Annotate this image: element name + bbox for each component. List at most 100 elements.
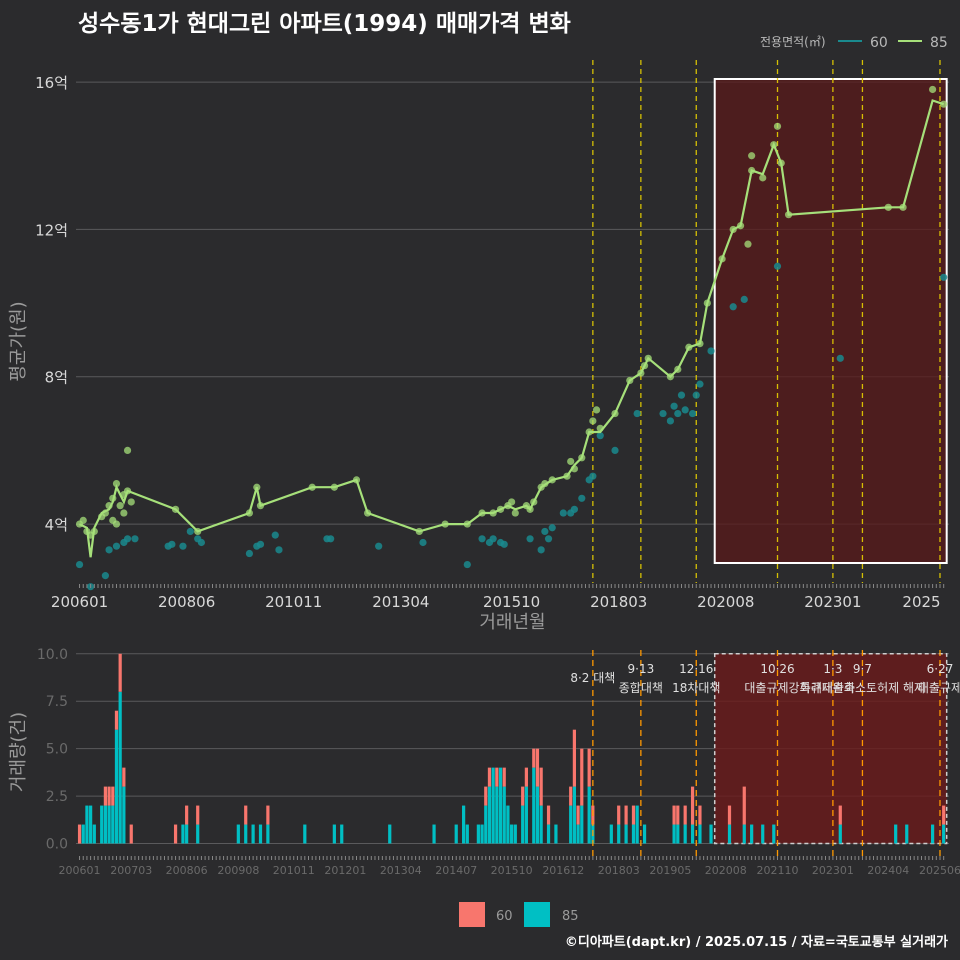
data-point-85	[578, 454, 586, 462]
bar-85	[683, 824, 687, 844]
data-point-85	[748, 166, 756, 175]
bar-60	[114, 710, 119, 730]
bar-85	[491, 767, 495, 844]
bar-85	[107, 805, 111, 844]
data-point-85	[744, 240, 752, 248]
y-tick-label: 8억	[45, 369, 68, 387]
bar-85	[181, 824, 185, 844]
x-tick-label: 200806	[158, 593, 215, 611]
bar-60	[77, 824, 82, 844]
bar-85	[727, 824, 732, 844]
bar-60	[111, 786, 115, 806]
y-tick-label: 12억	[35, 221, 68, 239]
bar-60	[524, 767, 528, 787]
bar-85	[894, 824, 898, 844]
data-point-85	[530, 498, 538, 506]
data-point-60	[578, 494, 586, 502]
bar-60	[672, 805, 676, 825]
data-point-85	[511, 509, 519, 517]
bar-85	[576, 824, 580, 844]
bar-85	[905, 824, 909, 844]
data-point-85	[940, 100, 948, 108]
bar-x-tick-label: 201407	[435, 864, 477, 877]
bar-x-tick-label: 200703	[110, 864, 152, 877]
bar-85	[931, 824, 935, 844]
bar-y-tick-label: 5.0	[46, 742, 68, 758]
bar-85	[524, 786, 528, 844]
data-point-60	[197, 538, 206, 547]
x-axis-title: 거래년월	[479, 612, 545, 633]
bar-85	[480, 824, 484, 844]
data-point-60	[478, 535, 486, 543]
bar-85	[535, 786, 540, 844]
legend-label-60: 60	[870, 35, 888, 51]
bar-85	[521, 805, 525, 844]
bar-85	[114, 729, 119, 844]
bar-85	[266, 824, 270, 844]
bar-60	[173, 824, 178, 844]
bar-85	[569, 805, 573, 844]
bar-60	[676, 805, 680, 825]
data-point-85	[696, 339, 704, 348]
bar-x-tick-label: 200908	[217, 864, 259, 877]
data-point-60	[670, 402, 678, 410]
data-point-60	[836, 354, 844, 362]
bar-legend-label-60: 60	[496, 909, 513, 924]
source-caption: ©디아파트(dapt.kr) / 2025.07.15 / 자료=국토교통부 실…	[564, 935, 948, 950]
data-point-60	[112, 542, 121, 550]
bar-85	[484, 805, 488, 844]
data-point-85	[256, 502, 265, 510]
bar-60	[521, 786, 525, 806]
data-point-85	[611, 409, 619, 418]
policy-date-label: 10·26	[760, 662, 794, 676]
data-point-60	[696, 380, 704, 388]
bar-y-tick-label: 7.5	[46, 694, 68, 710]
data-point-85	[123, 446, 132, 455]
bar-85	[244, 824, 248, 844]
data-point-60	[729, 303, 737, 311]
data-point-60	[537, 546, 545, 554]
bar-85	[111, 805, 115, 844]
bar-x-tick-label: 201201	[324, 864, 366, 877]
bar-60	[572, 729, 576, 787]
policy-name-label: 종합대책	[619, 680, 663, 695]
bar-85	[942, 824, 946, 844]
highlight-region	[713, 78, 948, 564]
y-tick-label: 16억	[35, 74, 68, 92]
data-point-60	[692, 391, 700, 399]
data-point-60	[500, 540, 508, 548]
bar-60	[742, 786, 746, 825]
bar-85	[742, 824, 746, 844]
data-point-85	[736, 222, 745, 230]
bar-85	[761, 824, 765, 844]
data-point-85	[112, 520, 121, 528]
data-point-60	[740, 295, 748, 304]
x-tick-label: 201510	[483, 593, 540, 611]
bar-85	[462, 805, 466, 844]
x-tick-label: 2025	[902, 593, 940, 611]
bar-85	[676, 824, 680, 844]
bar-85	[624, 824, 628, 844]
policy-date-label: 9·13	[628, 662, 655, 676]
data-point-85	[592, 406, 601, 414]
bar-60	[122, 767, 126, 787]
bar-85	[502, 786, 506, 844]
bar-60	[587, 748, 591, 787]
bar-85	[89, 805, 93, 844]
data-point-60	[375, 542, 383, 550]
policy-name-label: 대출규제	[918, 681, 960, 695]
data-point-85	[541, 479, 549, 488]
bar-85	[185, 824, 189, 844]
bar-60	[532, 748, 536, 768]
data-point-85	[784, 211, 793, 219]
bar-85	[690, 824, 695, 844]
data-point-60	[544, 535, 553, 543]
bar-x-tick-label: 201304	[380, 864, 422, 877]
data-point-85	[415, 527, 423, 536]
bar-85	[698, 824, 702, 844]
x-tick-label: 202301	[804, 593, 861, 611]
bar-x-tick-label: 201510	[491, 864, 533, 877]
data-point-85	[171, 505, 180, 513]
data-point-85	[363, 509, 372, 517]
